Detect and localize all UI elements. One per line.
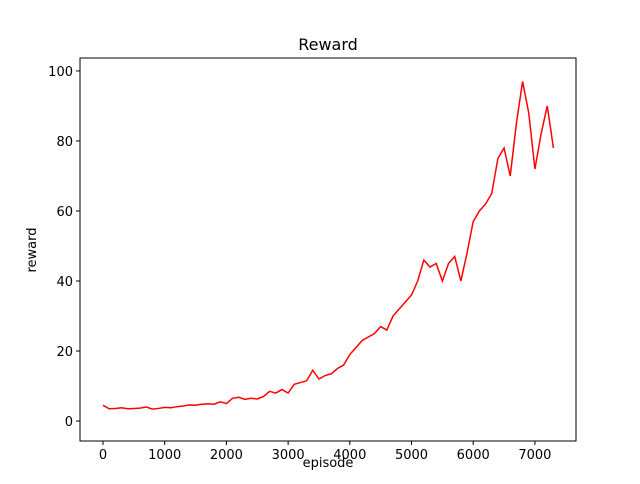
x-tick-label: 5000 — [395, 448, 428, 463]
line — [102, 81, 555, 410]
x-tick-label: 7000 — [518, 448, 551, 463]
y-axis-label: reward — [25, 227, 40, 272]
y-tick-label: 20 — [56, 345, 73, 360]
x-tick-label: 4000 — [333, 448, 366, 463]
chart-title: Reward — [298, 35, 358, 54]
x-tick-label: 2000 — [210, 448, 243, 463]
y-tick-label: 0 — [65, 415, 73, 430]
y-tick-label: 60 — [56, 205, 73, 220]
x-tick-label: 3000 — [272, 448, 305, 463]
x-axis-label: episode — [303, 456, 354, 471]
x-tick-label: 0 — [99, 448, 107, 463]
axes-frame — [79, 57, 577, 442]
x-tick-label: 6000 — [457, 448, 490, 463]
y-tick-label: 80 — [56, 135, 73, 150]
y-tick-label: 40 — [56, 275, 73, 290]
y-tick-label: 100 — [48, 65, 73, 80]
x-tick-label: 1000 — [148, 448, 181, 463]
